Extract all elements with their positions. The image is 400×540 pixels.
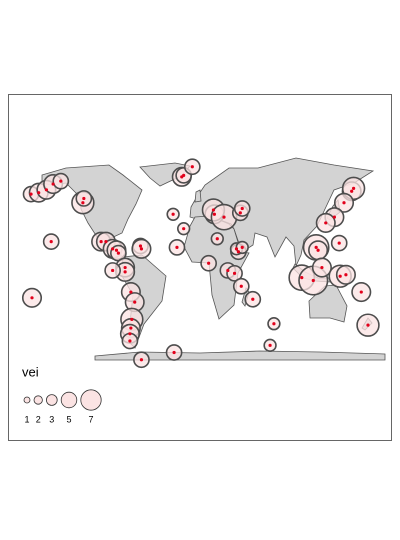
legend-title: vei	[22, 364, 39, 379]
volcano-center	[251, 297, 255, 301]
volcano-center	[207, 261, 211, 265]
volcano-center	[239, 284, 243, 288]
volcano-center	[114, 248, 119, 252]
volcano-center	[82, 196, 86, 201]
volcano-center	[30, 296, 34, 300]
legend-label: 2	[36, 414, 41, 424]
volcano-center	[130, 317, 134, 321]
volcano-center	[128, 339, 132, 343]
volcano-center	[190, 165, 194, 169]
volcano-center	[338, 274, 342, 278]
volcano-center	[342, 201, 346, 205]
britain	[194, 189, 202, 203]
legend-label: 5	[66, 414, 71, 424]
volcano-center	[44, 188, 49, 192]
legend-label: 7	[88, 414, 93, 424]
volcano-center	[268, 343, 272, 347]
volcano-center	[133, 300, 137, 304]
volcano-center	[182, 173, 186, 177]
volcano-center	[129, 290, 133, 294]
volcano-layer	[21, 158, 380, 369]
volcano-center	[320, 265, 324, 270]
legend-key	[23, 396, 31, 404]
volcano-center	[300, 276, 304, 280]
volcano-center	[337, 241, 341, 245]
legend-label: 3	[49, 414, 54, 424]
volcano-center	[366, 323, 370, 327]
volcano-center	[211, 208, 216, 212]
volcano-center	[182, 227, 186, 231]
volcano-center	[212, 212, 216, 216]
volcano-center	[359, 290, 363, 294]
volcano-center	[81, 201, 85, 205]
volcano-center	[236, 250, 240, 254]
volcano-center	[99, 240, 103, 244]
volcano-center	[175, 245, 179, 249]
volcano-center	[240, 206, 244, 211]
legend-key	[33, 395, 43, 405]
eurasia	[189, 157, 375, 268]
volcano-center	[350, 189, 354, 193]
volcano-center	[138, 244, 143, 248]
volcano-center	[59, 179, 63, 183]
volcano-center	[344, 273, 348, 277]
volcano-center	[111, 268, 115, 273]
volcano-center	[37, 191, 41, 195]
legend-key	[45, 394, 58, 406]
volcano-center	[226, 268, 230, 273]
volcano-center	[51, 182, 55, 186]
volcano-center	[234, 247, 239, 251]
volcano-center	[172, 350, 176, 355]
volcano-center	[332, 215, 336, 219]
volcano-center	[222, 215, 226, 219]
volcano-center	[215, 237, 219, 241]
volcano-center	[139, 247, 144, 251]
volcano-center	[123, 265, 127, 270]
volcano-center	[123, 270, 127, 274]
volcano-center	[324, 221, 328, 225]
volcano-center	[240, 245, 244, 249]
volcano-center	[139, 358, 144, 362]
legend-key	[60, 391, 78, 409]
volcano-center	[128, 332, 132, 336]
volcano-center	[232, 271, 237, 275]
volcano-center	[272, 322, 276, 326]
volcano-center	[116, 251, 120, 255]
legend-key	[80, 389, 102, 411]
legend-label: 1	[24, 414, 29, 424]
volcano-center	[238, 211, 242, 215]
volcano-center	[49, 240, 53, 244]
volcano-center	[171, 212, 175, 216]
volcano-center	[29, 192, 33, 196]
volcano-center	[111, 247, 115, 251]
volcano-center	[316, 248, 320, 252]
volcano-center	[352, 186, 356, 190]
volcano-center	[314, 245, 318, 249]
volcano-center	[129, 326, 133, 330]
volcano-center	[311, 278, 315, 283]
volcano-center	[104, 240, 108, 244]
